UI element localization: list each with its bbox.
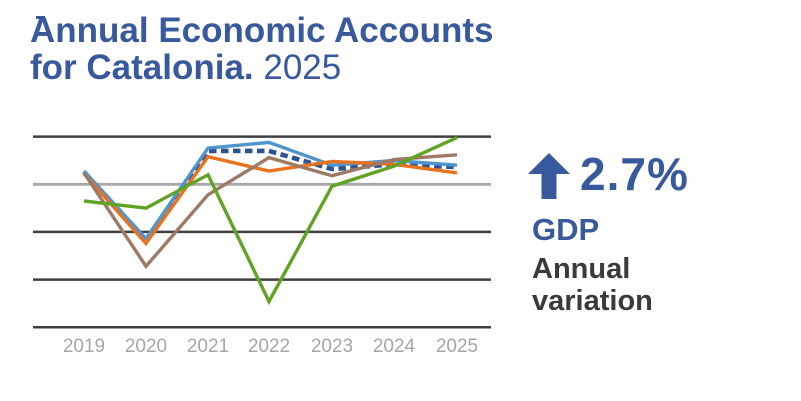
gdp-value: 2.7% <box>580 148 689 200</box>
gdp-description: Annual variation <box>532 253 653 317</box>
series-line-green <box>83 136 458 306</box>
gdp-label: GDP <box>532 212 600 247</box>
x-axis-label: 2024 <box>373 336 416 357</box>
x-axis-label: 2025 <box>436 336 478 357</box>
gdp-callout: 2.7% GDP Annual variation <box>528 150 788 317</box>
x-axis-label: 2020 <box>125 336 167 357</box>
page-title: Annual Economic Accounts for Catalonia. … <box>30 12 493 86</box>
title-year: 2025 <box>263 48 342 87</box>
x-axis-label: 2019 <box>63 336 105 357</box>
title-line-2: for Catalonia. 2025 <box>30 49 493 86</box>
x-axis-label: 2022 <box>248 336 290 357</box>
title-line-2-main: for Catalonia. <box>30 48 254 87</box>
header-accent-dash <box>36 16 45 19</box>
series-line-brown <box>82 153 458 270</box>
title-line-1: Annual Economic Accounts <box>30 11 494 50</box>
series-line-orange <box>82 154 458 247</box>
up-arrow-icon <box>528 153 570 199</box>
line-chart-svg: 2019 2020 2021 2022 2023 2024 2025 <box>33 135 491 357</box>
x-axis-label: 2021 <box>187 336 229 357</box>
gdp-callout-top: 2.7% <box>528 150 788 199</box>
line-chart: 2019 2020 2021 2022 2023 2024 2025 <box>20 115 500 365</box>
x-axis-label: 2023 <box>311 336 353 357</box>
